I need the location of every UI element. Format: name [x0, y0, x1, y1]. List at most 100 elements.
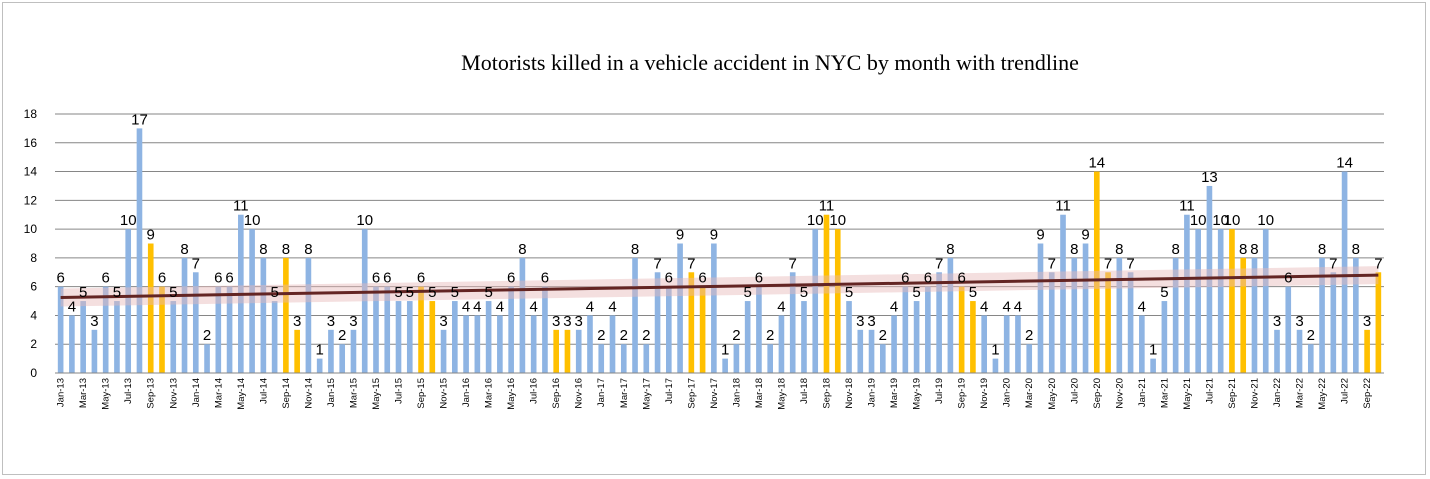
data-label: 8	[180, 241, 188, 258]
x-tick-label: May-13	[101, 378, 112, 410]
x-tick-label: Jul-19	[934, 378, 945, 404]
data-label: 5	[428, 284, 436, 301]
x-tick-label: Sep-16	[551, 378, 562, 409]
bar	[192, 272, 199, 373]
x-tick-label: Jul-18	[799, 378, 810, 404]
data-label: 10	[244, 212, 261, 229]
data-label: 5	[484, 284, 492, 301]
bar	[1229, 229, 1235, 373]
bar	[1048, 272, 1055, 373]
bar	[1375, 272, 1382, 373]
data-label: 3	[1363, 313, 1371, 330]
data-label: 2	[338, 327, 346, 344]
x-tick-label: Jul-21	[1204, 378, 1215, 404]
data-label: 4	[68, 298, 76, 315]
bar	[1251, 257, 1258, 373]
data-label: 11	[1055, 198, 1071, 215]
bar	[1037, 243, 1044, 373]
data-label: 3	[1295, 313, 1303, 330]
bar	[981, 315, 987, 373]
bar	[1353, 257, 1359, 373]
data-label: 4	[1138, 298, 1146, 315]
bar	[271, 301, 278, 373]
data-label: 8	[282, 241, 290, 258]
bar	[575, 329, 582, 373]
bar	[508, 286, 514, 373]
y-tick-label: 2	[30, 337, 37, 351]
data-label: 6	[383, 270, 391, 287]
x-tick-label: Nov-17	[709, 378, 720, 409]
bar	[395, 301, 402, 373]
data-label: 14	[1088, 155, 1105, 172]
bar	[823, 214, 830, 373]
data-label: 7	[687, 255, 695, 272]
data-label: 10	[1224, 212, 1241, 229]
data-label: 7	[789, 255, 797, 272]
bar	[1003, 315, 1010, 373]
data-label: 8	[631, 241, 639, 258]
data-label: 10	[807, 212, 824, 229]
data-label: 2	[879, 327, 887, 344]
bar	[1082, 243, 1089, 373]
data-label: 5	[1160, 284, 1168, 301]
bar	[463, 315, 469, 373]
bar	[598, 344, 605, 373]
bar	[260, 257, 267, 373]
bar	[57, 286, 64, 373]
data-label: 5	[79, 284, 87, 301]
bar	[711, 243, 717, 373]
data-label: 6	[665, 270, 673, 287]
x-tick-label: Jul-16	[529, 378, 540, 404]
data-label: 14	[1336, 155, 1353, 172]
x-tick-label: Sep-20	[1092, 378, 1103, 409]
x-tick-label: Sep-22	[1362, 378, 1373, 409]
y-tick-label: 10	[24, 222, 38, 236]
bar	[530, 315, 537, 373]
data-label: 3	[439, 313, 447, 330]
x-tick-label: Nov-18	[844, 378, 855, 409]
bar	[102, 286, 109, 373]
bar	[136, 128, 143, 373]
data-label: 4	[890, 298, 898, 315]
bar	[249, 229, 255, 373]
x-tick-label: May-20	[1047, 378, 1058, 410]
data-label: 6	[541, 270, 549, 287]
trendline	[60, 273, 1379, 299]
x-tick-label: Mar-13	[78, 378, 89, 408]
bar	[666, 286, 672, 373]
bar	[879, 344, 886, 373]
bar	[170, 301, 177, 373]
data-label: 8	[1352, 241, 1360, 258]
bar	[1116, 257, 1123, 373]
data-label: 6	[225, 270, 233, 287]
x-tick-label: Nov-19	[979, 378, 990, 409]
y-tick-label: 4	[30, 308, 37, 322]
data-label: 8	[1318, 241, 1326, 258]
data-label: 9	[147, 227, 155, 244]
data-label: 3	[327, 313, 335, 330]
bar	[159, 286, 165, 373]
data-label: 7	[1329, 255, 1337, 272]
x-tick-label: Nov-14	[303, 378, 314, 409]
data-label: 9	[676, 227, 684, 244]
bar	[1307, 344, 1314, 373]
bar	[452, 301, 458, 373]
data-label: 10	[1190, 212, 1207, 229]
data-label: 9	[1036, 227, 1044, 244]
data-label: 3	[90, 313, 98, 330]
bar	[485, 301, 492, 373]
data-label: 11	[1179, 198, 1195, 215]
y-tick-label: 8	[30, 251, 37, 265]
data-label: 7	[935, 255, 943, 272]
data-label: 10	[829, 212, 846, 229]
x-tick-label: May-14	[236, 378, 247, 410]
bar	[204, 344, 210, 373]
data-label: 4	[777, 298, 785, 315]
x-tick-label: Mar-19	[889, 378, 900, 408]
bar	[834, 229, 841, 373]
data-label: 3	[293, 313, 301, 330]
data-label: 2	[1025, 327, 1033, 344]
x-tick-label: Jul-17	[664, 378, 675, 404]
bar	[688, 272, 695, 373]
